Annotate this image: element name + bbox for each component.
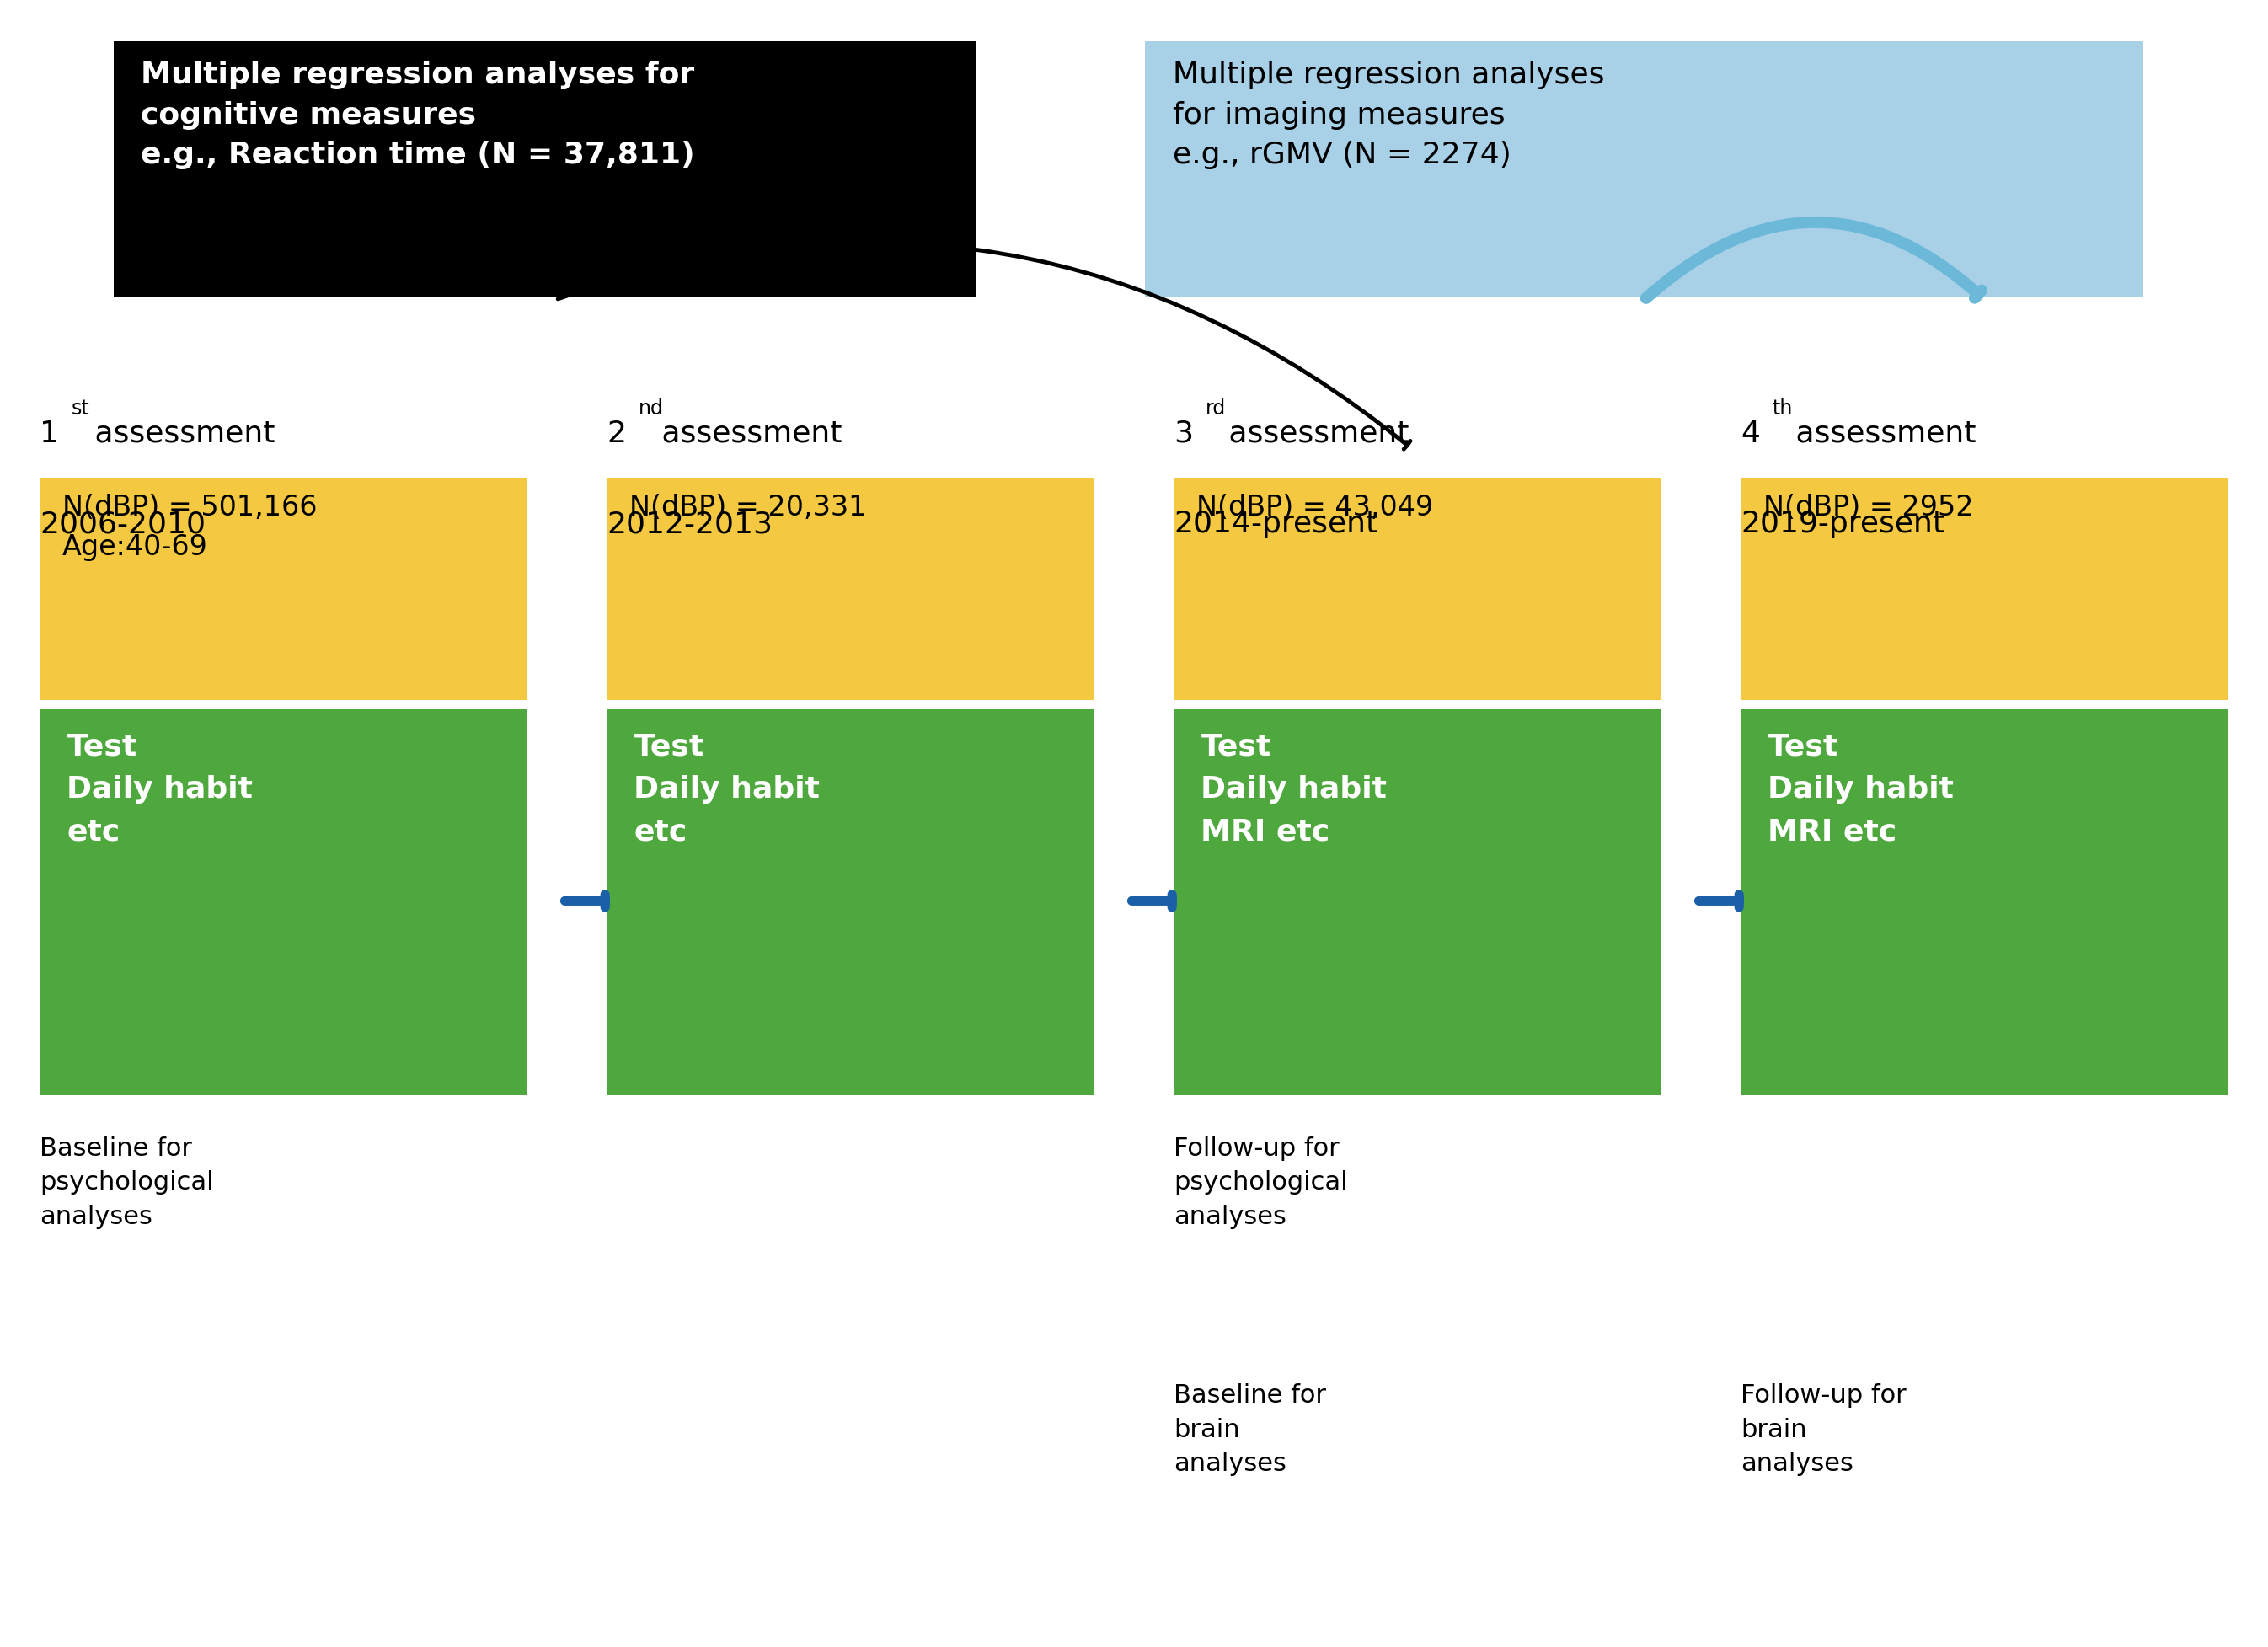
Text: 2006-2010: 2006-2010 xyxy=(41,511,206,539)
FancyBboxPatch shape xyxy=(1740,708,2227,1095)
Text: Follow-up for
brain
analyses: Follow-up for brain analyses xyxy=(1740,1383,1907,1476)
Text: st: st xyxy=(73,399,91,418)
Text: assessment: assessment xyxy=(1220,420,1408,448)
Text: 1: 1 xyxy=(41,420,59,448)
Text: 4: 4 xyxy=(1740,420,1760,448)
Text: N(dBP) = 20,331: N(dBP) = 20,331 xyxy=(631,494,866,522)
Text: Baseline for
brain
analyses: Baseline for brain analyses xyxy=(1175,1383,1327,1476)
FancyBboxPatch shape xyxy=(41,708,526,1095)
FancyBboxPatch shape xyxy=(1175,478,1660,700)
Text: N(dBP) = 501,166
Age:40-69: N(dBP) = 501,166 Age:40-69 xyxy=(64,494,318,560)
Text: Multiple regression analyses for
cognitive measures
e.g., Reaction time (N = 37,: Multiple regression analyses for cogniti… xyxy=(141,61,694,170)
Text: 2012-2013: 2012-2013 xyxy=(608,511,773,539)
FancyBboxPatch shape xyxy=(1145,41,2143,296)
Text: 2: 2 xyxy=(608,420,626,448)
FancyBboxPatch shape xyxy=(1740,478,2227,700)
Text: 2014-present: 2014-present xyxy=(1175,511,1377,539)
FancyBboxPatch shape xyxy=(41,478,526,700)
Text: Test
Daily habit
MRI etc: Test Daily habit MRI etc xyxy=(1767,733,1955,847)
Text: 2019-present: 2019-present xyxy=(1740,511,1944,539)
FancyBboxPatch shape xyxy=(608,708,1095,1095)
Text: Test
Daily habit
etc: Test Daily habit etc xyxy=(68,733,254,847)
Text: Baseline for
psychological
analyses: Baseline for psychological analyses xyxy=(41,1136,213,1229)
FancyBboxPatch shape xyxy=(1175,708,1660,1095)
Text: assessment: assessment xyxy=(1785,420,1975,448)
Text: 3: 3 xyxy=(1175,420,1193,448)
Text: Follow-up for
psychological
analyses: Follow-up for psychological analyses xyxy=(1175,1136,1347,1229)
FancyBboxPatch shape xyxy=(608,478,1095,700)
Text: Test
Daily habit
MRI etc: Test Daily habit MRI etc xyxy=(1202,733,1388,847)
Text: N(dBP) = 43,049: N(dBP) = 43,049 xyxy=(1198,494,1433,522)
Text: assessment: assessment xyxy=(86,420,274,448)
Text: rd: rd xyxy=(1207,399,1227,418)
Text: assessment: assessment xyxy=(653,420,841,448)
Text: th: th xyxy=(1771,399,1794,418)
FancyBboxPatch shape xyxy=(113,41,975,296)
Text: Multiple regression analyses
for imaging measures
e.g., rGMV (N = 2274): Multiple regression analyses for imaging… xyxy=(1173,61,1603,170)
Text: nd: nd xyxy=(640,399,665,418)
Text: N(dBP) = 2952: N(dBP) = 2952 xyxy=(1762,494,1973,522)
Text: Test
Daily habit
etc: Test Daily habit etc xyxy=(635,733,821,847)
